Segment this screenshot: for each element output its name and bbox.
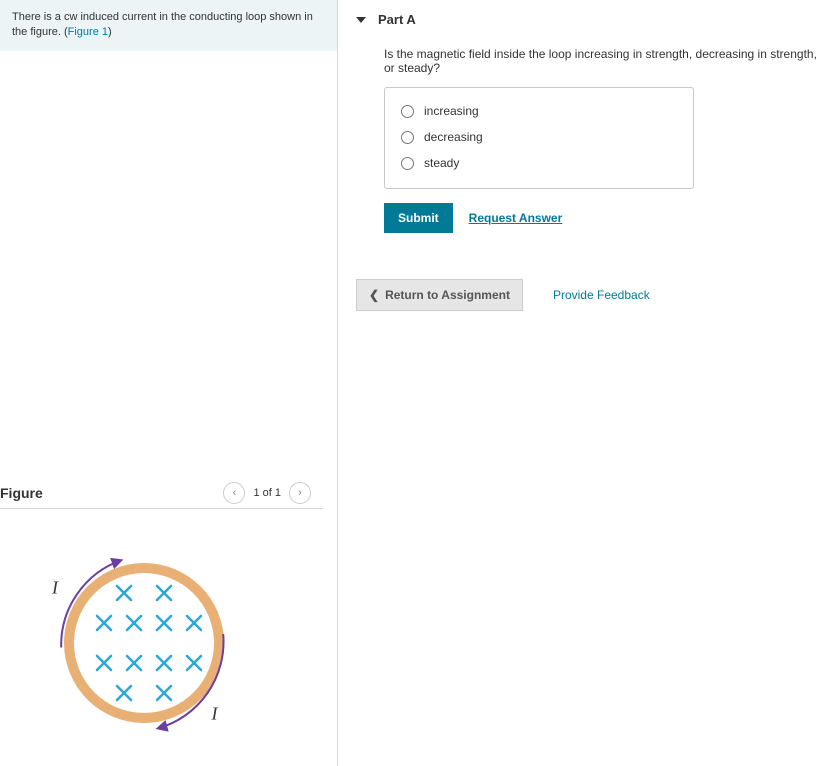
return-label: Return to Assignment: [385, 288, 510, 302]
figure-page-count: 1 of 1: [253, 487, 281, 499]
problem-text-end: ): [108, 26, 112, 38]
right-column: Part A Is the magnetic field inside the …: [338, 0, 840, 766]
figure-header: Figure ‹ 1 of 1 ›: [0, 476, 323, 509]
collapse-caret-icon[interactable]: [356, 17, 366, 23]
figure-body: II: [0, 509, 337, 766]
spacer: [0, 51, 337, 476]
provide-feedback-link[interactable]: Provide Feedback: [553, 288, 650, 302]
radio-increasing[interactable]: [401, 105, 414, 118]
svg-text:I: I: [51, 578, 59, 598]
figure-prev-button[interactable]: ‹: [223, 482, 245, 504]
part-header: Part A: [356, 12, 822, 33]
loop-diagram: II: [24, 523, 284, 753]
return-button[interactable]: ❮ Return to Assignment: [356, 279, 523, 311]
option-label: increasing: [424, 104, 479, 118]
option-label: decreasing: [424, 130, 483, 144]
options-box: increasing decreasing steady: [384, 87, 694, 189]
svg-text:I: I: [211, 704, 219, 724]
chevron-left-icon: ❮: [369, 288, 379, 302]
option-label: steady: [424, 156, 459, 170]
option-increasing[interactable]: increasing: [401, 98, 677, 124]
figure-next-button[interactable]: ›: [289, 482, 311, 504]
option-decreasing[interactable]: decreasing: [401, 124, 677, 150]
request-answer-link[interactable]: Request Answer: [469, 211, 563, 225]
footer-row: ❮ Return to Assignment Provide Feedback: [356, 279, 822, 311]
radio-steady[interactable]: [401, 157, 414, 170]
question-text: Is the magnetic field inside the loop in…: [384, 47, 822, 75]
part-title: Part A: [378, 12, 416, 27]
option-steady[interactable]: steady: [401, 150, 677, 176]
radio-decreasing[interactable]: [401, 131, 414, 144]
problem-statement: There is a cw induced current in the con…: [0, 0, 337, 51]
submit-button[interactable]: Submit: [384, 203, 453, 233]
figure-title: Figure: [0, 485, 221, 501]
actions-row: Submit Request Answer: [384, 203, 822, 233]
problem-text-start: There is a cw induced current in the con…: [12, 11, 313, 38]
figure-link[interactable]: Figure 1: [68, 26, 108, 38]
left-column: There is a cw induced current in the con…: [0, 0, 338, 766]
